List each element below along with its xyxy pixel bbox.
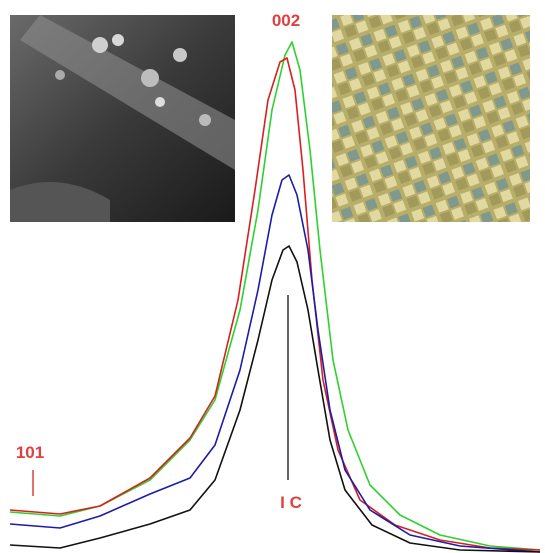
sem-image: [10, 15, 235, 222]
crystallinity-label: I C: [280, 493, 302, 512]
fabric-image: [332, 15, 530, 222]
figure: 002 101 I C: [0, 0, 545, 553]
black-curve: [10, 246, 540, 552]
peak-002-label: 002: [272, 11, 300, 30]
blue-curve: [10, 175, 540, 552]
peak-101-label: 101: [16, 443, 44, 462]
